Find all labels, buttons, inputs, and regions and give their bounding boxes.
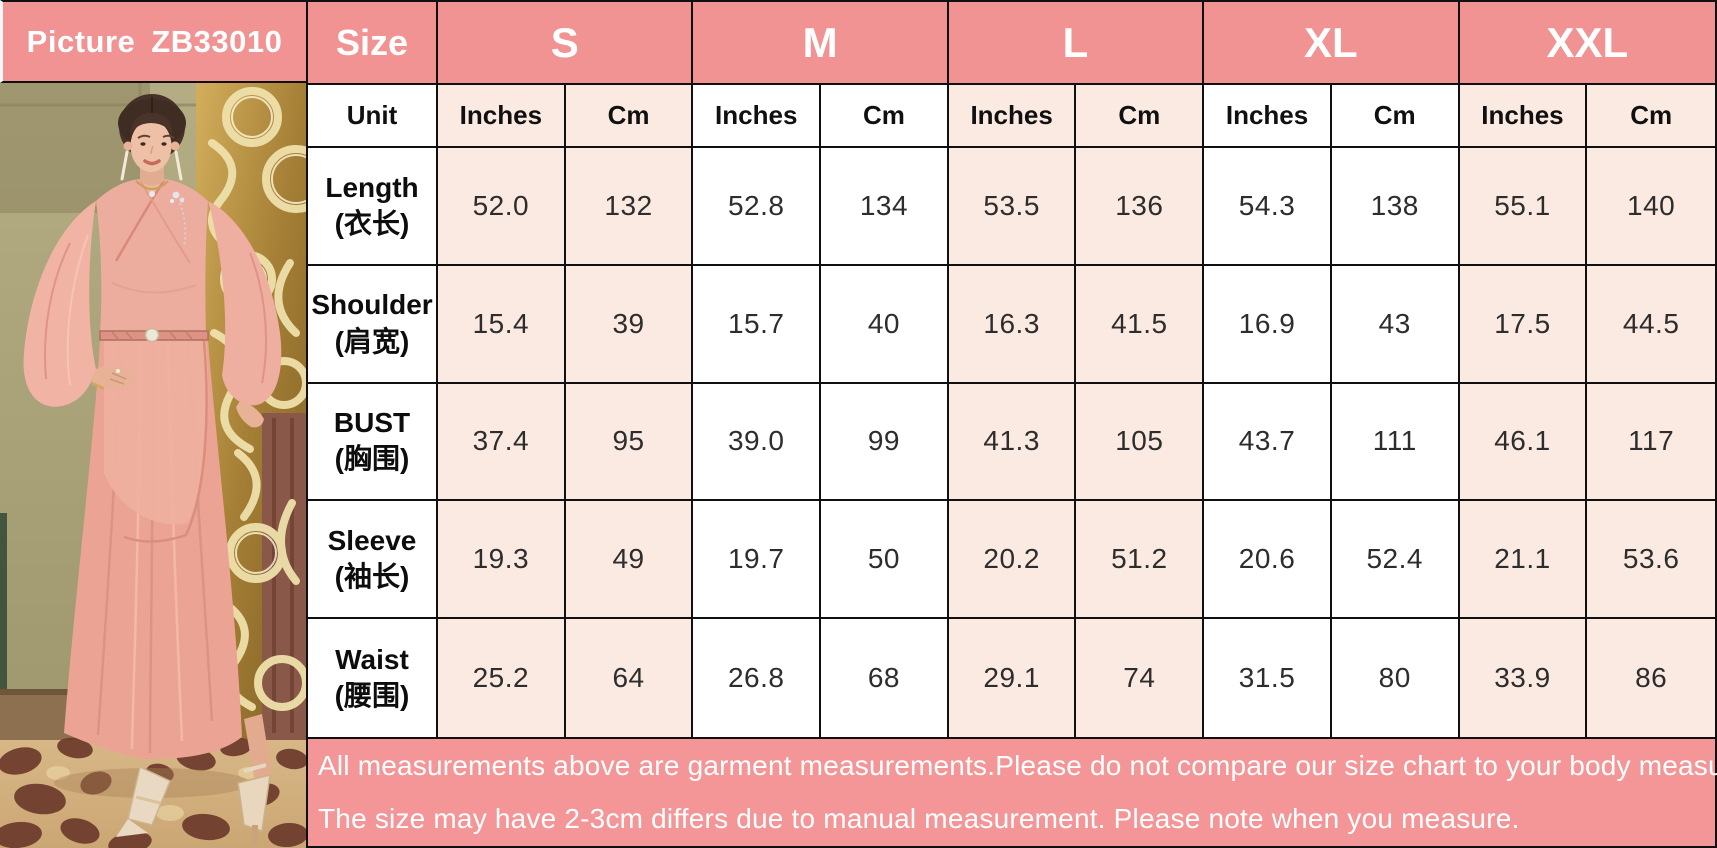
value-cell: 25.2 [438, 619, 566, 737]
value-cell: 95 [565, 383, 694, 502]
value-cell: 86 [1587, 619, 1715, 737]
disclaimer-line-2: The size may have 2-3cm differs due to m… [318, 803, 1520, 834]
row-label-bust: BUST (胸围) [308, 383, 438, 502]
value-cell: 140 [1587, 148, 1715, 266]
value-cell: 51.2 [1076, 501, 1205, 620]
left-sleeve [23, 201, 97, 407]
unit-header-cell: Cm [821, 85, 949, 148]
value-cell: 41.3 [948, 383, 1077, 502]
value-cell: 132 [565, 148, 694, 266]
value-cell: 33.9 [1459, 619, 1588, 737]
value-cell: 43 [1331, 265, 1460, 384]
value-cell: 64 [565, 619, 694, 737]
size-header-l: L [948, 2, 1205, 85]
earrings [120, 150, 183, 181]
value-cell: 17.5 [1459, 265, 1588, 384]
value-cell: 41.5 [1076, 265, 1205, 384]
value-cell: 52.4 [1331, 501, 1460, 620]
front-shoe [116, 765, 171, 837]
unit-header-cell: Inches [693, 85, 822, 148]
value-cell: 20.2 [948, 501, 1077, 620]
dress-bodice [96, 179, 208, 335]
unit-label-cell: Unit [308, 85, 438, 148]
value-cell: 15.4 [438, 265, 566, 384]
value-cell: 37.4 [438, 383, 566, 502]
picture-column: Picture ZB33010 [0, 0, 306, 848]
value-cell: 16.3 [948, 265, 1077, 384]
picture-label: Picture [26, 23, 136, 59]
value-cell: 68 [821, 619, 949, 737]
unit-header-cell: Cm [1587, 85, 1715, 148]
value-cell: 49 [565, 501, 694, 620]
value-cell: 138 [1331, 148, 1460, 266]
value-cell: 52.0 [438, 148, 566, 266]
value-cell: 105 [1076, 383, 1205, 502]
measurement-disclaimer-banner: All measurements above are garment measu… [306, 737, 1717, 848]
value-cell: 111 [1331, 383, 1460, 502]
unit-header-cell: Inches [948, 85, 1077, 148]
size-table: Size S M L XL XXL Unit Inches Cm Inches … [306, 0, 1717, 737]
belt [99, 327, 209, 343]
size-header-m: M [693, 2, 949, 85]
value-cell: 46.1 [1459, 383, 1588, 502]
row-label-sleeve: Sleeve (袖长) [308, 501, 438, 620]
value-cell: 54.3 [1204, 148, 1332, 266]
value-cell: 55.1 [1459, 148, 1588, 266]
shoulder-brooch [170, 191, 187, 248]
value-cell: 80 [1331, 619, 1460, 737]
value-cell: 134 [821, 148, 949, 266]
unit-header-cell: Cm [1076, 85, 1205, 148]
value-cell: 74 [1076, 619, 1205, 737]
unit-header-cell: Inches [1204, 85, 1332, 148]
size-header-xxl: XXL [1459, 2, 1715, 85]
value-cell: 19.3 [438, 501, 566, 620]
value-cell: 26.8 [693, 619, 822, 737]
product-code: ZB33010 [151, 23, 283, 59]
value-cell: 99 [821, 383, 949, 502]
picture-header: Picture ZB33010 [0, 0, 306, 83]
value-cell: 117 [1587, 383, 1715, 502]
value-cell: 40 [821, 265, 949, 384]
value-cell: 31.5 [1204, 619, 1332, 737]
value-cell: 39.0 [693, 383, 822, 502]
size-header-xl: XL [1204, 2, 1460, 85]
value-cell: 50 [821, 501, 949, 620]
row-label-waist: Waist (腰围) [308, 619, 438, 737]
value-cell: 20.6 [1204, 501, 1332, 620]
unit-header-cell: Inches [438, 85, 566, 148]
value-cell: 19.7 [693, 501, 822, 620]
value-cell: 43.7 [1204, 383, 1332, 502]
value-cell: 53.5 [948, 148, 1077, 266]
unit-header-cell: Cm [565, 85, 694, 148]
row-label-shoulder: Shoulder (肩宽) [308, 265, 438, 384]
unit-header-cell: Inches [1459, 85, 1588, 148]
row-label-length: Length (衣长) [308, 148, 438, 266]
value-cell: 29.1 [948, 619, 1077, 737]
model [23, 94, 282, 845]
value-cell: 53.6 [1587, 501, 1715, 620]
value-cell: 16.9 [1204, 265, 1332, 384]
right-sleeve [208, 201, 282, 406]
value-cell: 39 [565, 265, 694, 384]
value-cell: 136 [1076, 148, 1205, 266]
unit-header-cell: Cm [1331, 85, 1460, 148]
disclaimer-line-1: All measurements above are garment measu… [318, 750, 1717, 781]
size-header-s: S [438, 2, 694, 85]
product-photo [0, 83, 306, 848]
value-cell: 21.1 [1459, 501, 1588, 620]
shoes [237, 714, 272, 845]
size-column-header: Size [308, 2, 438, 85]
value-cell: 15.7 [693, 265, 822, 384]
value-cell: 52.8 [693, 148, 822, 266]
value-cell: 44.5 [1587, 265, 1715, 384]
